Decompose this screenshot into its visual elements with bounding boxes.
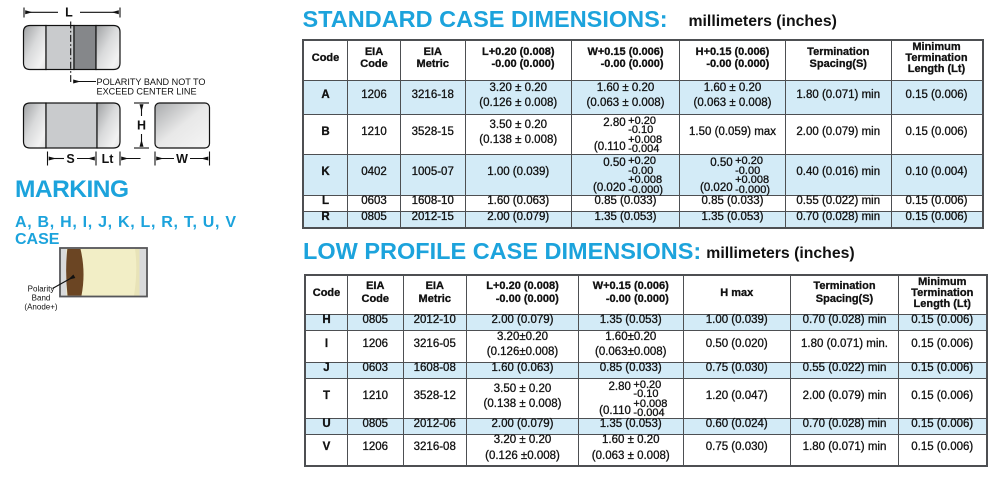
svg-text:POLARITY BAND NOT TO: POLARITY BAND NOT TO	[97, 77, 206, 87]
svg-text:EXCEED CENTER LINE: EXCEED CENTER LINE	[97, 86, 197, 96]
svg-text:L: L	[65, 6, 73, 20]
svg-text:Lt: Lt	[102, 152, 115, 166]
svg-text:(Anode+): (Anode+)	[24, 303, 57, 312]
svg-text:Polarity: Polarity	[28, 285, 55, 294]
svg-text:W: W	[176, 152, 188, 166]
svg-text:S: S	[66, 152, 74, 166]
svg-text:Band: Band	[32, 294, 51, 303]
svg-text:H: H	[137, 119, 146, 133]
